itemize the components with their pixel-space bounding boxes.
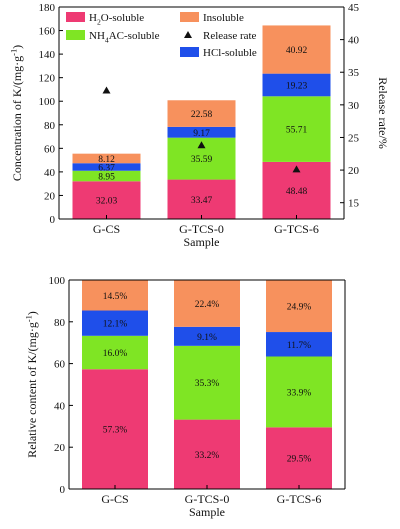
y-tick-label: 0 bbox=[60, 484, 66, 496]
y-tick-label: 80 bbox=[44, 120, 56, 132]
bar-nh4ac-G-TCS-6 bbox=[266, 356, 332, 428]
data-label: 24.9% bbox=[287, 303, 312, 313]
legend-label-nh4ac: NH4AC-soluble bbox=[89, 30, 160, 44]
legend-label-release-rate: Release rate bbox=[203, 30, 257, 42]
y2-tick-label: 45 bbox=[348, 2, 360, 14]
data-label: 40.92 bbox=[286, 46, 308, 56]
y2-tick-label: 25 bbox=[348, 132, 360, 144]
data-label: 35.3% bbox=[195, 379, 220, 389]
legend-swatch-nh4ac bbox=[66, 30, 85, 40]
y-tick-label: 140 bbox=[39, 49, 56, 61]
data-label: 32.03 bbox=[96, 197, 118, 207]
x-tick-label: G-TCS-0 bbox=[185, 492, 230, 506]
x-axis-title: Sample bbox=[189, 505, 225, 519]
y-tick-label: 40 bbox=[44, 167, 56, 179]
y-tick-label: 20 bbox=[54, 442, 66, 454]
data-label: 55.71 bbox=[286, 126, 308, 136]
legend-label-insoluble: Insoluble bbox=[203, 12, 244, 24]
y-tick-label: 60 bbox=[54, 359, 66, 371]
y-tick-label: 80 bbox=[54, 317, 66, 329]
bar-h2o-G-CS bbox=[82, 369, 148, 489]
x-tick-label: G-TCS-0 bbox=[179, 222, 224, 236]
legend: H2O-soluble Insoluble NH4AC-soluble Release… bbox=[66, 12, 257, 59]
bar-insoluble-G-TCS-6 bbox=[262, 25, 331, 74]
data-label: 22.58 bbox=[191, 110, 213, 120]
x-tick-label: G-CS bbox=[93, 222, 120, 236]
bar-insoluble-G-TCS-6 bbox=[266, 280, 332, 333]
data-label: 6.37 bbox=[98, 163, 115, 173]
y2-tick-label: 30 bbox=[348, 100, 360, 112]
bar-h2o-G-TCS-0 bbox=[167, 179, 236, 219]
bar-nh4ac-G-CS bbox=[72, 170, 141, 182]
data-label: 9.17 bbox=[193, 129, 210, 139]
legend-swatch-insoluble bbox=[180, 12, 199, 22]
y2-axis-title: Release rate/% bbox=[376, 77, 390, 149]
bar-h2o-G-TCS-6 bbox=[266, 427, 332, 489]
bar-insoluble-G-TCS-0 bbox=[174, 280, 240, 327]
bar-hcl-G-CS bbox=[82, 310, 148, 336]
data-label: 14.5% bbox=[103, 292, 128, 302]
bar-hcl-G-TCS-6 bbox=[262, 73, 331, 97]
y2-tick-label: 40 bbox=[348, 35, 360, 47]
data-label: 48.48 bbox=[286, 187, 308, 197]
y-tick-label: 0 bbox=[50, 214, 56, 226]
bar-hcl-G-TCS-0 bbox=[167, 126, 236, 138]
data-label: 57.3% bbox=[103, 426, 128, 436]
data-label: 19.23 bbox=[286, 81, 308, 91]
data-label: 8.12 bbox=[98, 155, 115, 165]
data-label: 11.7% bbox=[287, 341, 311, 351]
bar-hcl-G-TCS-0 bbox=[174, 326, 240, 346]
release-rate-marker-G-CS bbox=[102, 86, 111, 94]
data-label: 9.1% bbox=[197, 333, 217, 343]
y2-tick-label: 15 bbox=[348, 198, 360, 210]
x-axis-title: Sample bbox=[184, 235, 220, 249]
bar-insoluble-G-TCS-0 bbox=[167, 100, 236, 127]
x-tick-label: G-TCS-6 bbox=[274, 222, 319, 236]
legend-label-hcl: HCl-soluble bbox=[203, 47, 257, 59]
y-tick-label: 60 bbox=[44, 143, 56, 155]
bar-hcl-G-TCS-6 bbox=[266, 332, 332, 357]
data-label: 8.95 bbox=[98, 173, 115, 183]
bar-insoluble-G-CS bbox=[82, 280, 148, 311]
legend-release-rate-marker bbox=[184, 31, 192, 38]
data-label: 16.0% bbox=[103, 349, 128, 359]
data-label: 22.4% bbox=[195, 300, 220, 310]
data-label: 35.59 bbox=[191, 155, 213, 165]
legend-swatch-h2o bbox=[66, 12, 85, 22]
x-tick-label: G-TCS-6 bbox=[277, 492, 322, 506]
bar-h2o-G-CS bbox=[72, 181, 141, 219]
data-label: 33.47 bbox=[191, 196, 213, 206]
legend-label-h2o: H2O-soluble bbox=[89, 12, 144, 26]
legend-swatch-hcl bbox=[180, 47, 199, 57]
y2-tick-label: 20 bbox=[348, 165, 360, 177]
data-label: 12.1% bbox=[103, 320, 128, 330]
y-tick-label: 100 bbox=[49, 275, 66, 287]
release-rate-marker-G-TCS-0 bbox=[197, 141, 206, 149]
y-axis-title: Relative content of K/(mg·g-1) bbox=[24, 311, 39, 458]
x-tick-label: G-CS bbox=[101, 492, 128, 506]
y-tick-label: 160 bbox=[39, 26, 56, 38]
y-axis-title: Concentration of K/(mg·g-1) bbox=[9, 45, 24, 181]
release-rate-marker-G-TCS-6 bbox=[292, 165, 301, 173]
y-tick-label: 120 bbox=[39, 73, 56, 85]
bar-h2o-G-TCS-0 bbox=[174, 419, 240, 489]
y-tick-label: 100 bbox=[39, 96, 56, 108]
bar-nh4ac-G-CS bbox=[82, 335, 148, 370]
y-tick-label: 20 bbox=[44, 190, 56, 202]
data-label: 29.5% bbox=[287, 455, 312, 465]
bar-nh4ac-G-TCS-0 bbox=[174, 345, 240, 420]
y-tick-label: 40 bbox=[54, 400, 66, 412]
bar-nh4ac-G-TCS-6 bbox=[262, 96, 331, 162]
relative-content-chart: 57.3% 33.2% 29.5% 16.0% 35.3% 33.9% 12.1% 9.1% 1… bbox=[24, 275, 346, 519]
concentration-chart: 32.03 33.47 48.48 8.95 35.59 55.71 6.37 9.17 19.… bbox=[9, 2, 390, 249]
y2-tick-label: 35 bbox=[348, 67, 360, 79]
y-tick-label: 180 bbox=[39, 2, 56, 14]
data-label: 33.2% bbox=[195, 451, 220, 461]
bar-hcl-G-CS bbox=[72, 163, 141, 171]
data-label: 33.9% bbox=[287, 388, 312, 398]
bar-insoluble-G-CS bbox=[72, 153, 141, 164]
